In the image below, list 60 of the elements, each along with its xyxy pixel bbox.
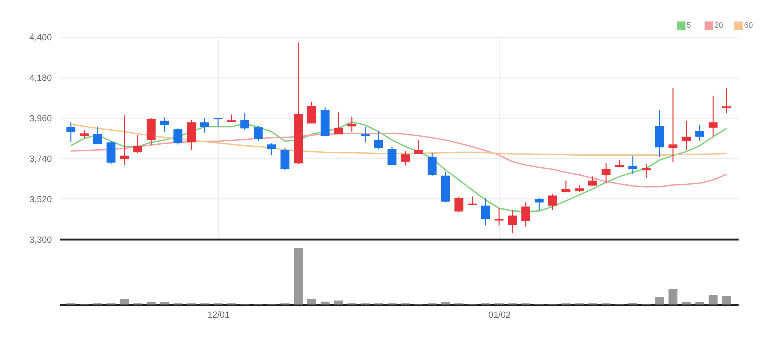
candlestick — [401, 150, 410, 166]
candlestick — [696, 124, 704, 142]
candlestick — [106, 140, 116, 165]
y-tick-label: 3,740 — [30, 154, 52, 164]
candlestick — [187, 120, 196, 151]
legend-label: 20 — [714, 21, 724, 30]
bar — [668, 289, 678, 305]
x-tick-label: 12/01 — [208, 310, 230, 320]
candlestick — [508, 210, 518, 234]
y-tick-label: 4,180 — [30, 73, 52, 84]
candlestick — [160, 117, 170, 132]
candlestick — [240, 113, 250, 131]
candlestick — [66, 122, 76, 142]
bar — [308, 299, 316, 305]
candlestick — [454, 196, 464, 213]
candlestick — [254, 125, 263, 142]
candlestick — [414, 140, 424, 155]
candlestick — [308, 102, 316, 124]
x-tick-label: 01/02 — [488, 310, 511, 320]
legend-label: 5 — [686, 21, 692, 30]
y-tick-label: 3,520 — [30, 194, 52, 204]
candlestick — [214, 118, 223, 128]
y-tick-label: 3,960 — [30, 113, 52, 124]
candlestick — [534, 198, 544, 211]
candlestick — [642, 164, 651, 178]
candlestick — [120, 114, 130, 166]
candlestick — [548, 194, 558, 211]
candlestick — [200, 118, 210, 134]
candlestick — [348, 116, 357, 132]
bar — [722, 296, 732, 305]
candlestick — [722, 88, 732, 114]
candlestick — [146, 118, 156, 146]
candlestick — [682, 120, 692, 151]
y-tick-label: 3,300 — [30, 234, 52, 245]
candlestick — [280, 148, 290, 171]
bar — [294, 248, 304, 305]
candlestick — [374, 130, 384, 150]
candlestick — [562, 180, 571, 193]
candlestick — [481, 198, 490, 226]
legend-label: 60 — [744, 21, 754, 30]
candlestick — [522, 202, 531, 228]
candlestick — [494, 208, 504, 226]
candlestick — [428, 152, 437, 176]
candlestick — [334, 111, 344, 136]
candlestick — [134, 134, 142, 154]
candlestick — [93, 126, 102, 145]
candlestick — [602, 163, 611, 184]
candlestick — [361, 126, 370, 144]
candlestick — [668, 88, 678, 162]
candlestick — [388, 146, 397, 166]
candlestick — [628, 155, 638, 176]
bar — [655, 297, 664, 305]
candlestick — [174, 128, 183, 146]
bar — [708, 295, 718, 305]
candlestick — [267, 143, 276, 156]
y-tick-label: 4,400 — [30, 32, 52, 43]
candlestick — [655, 110, 664, 158]
bar — [120, 299, 130, 305]
candlestick — [588, 176, 598, 186]
candlestick — [708, 95, 718, 137]
